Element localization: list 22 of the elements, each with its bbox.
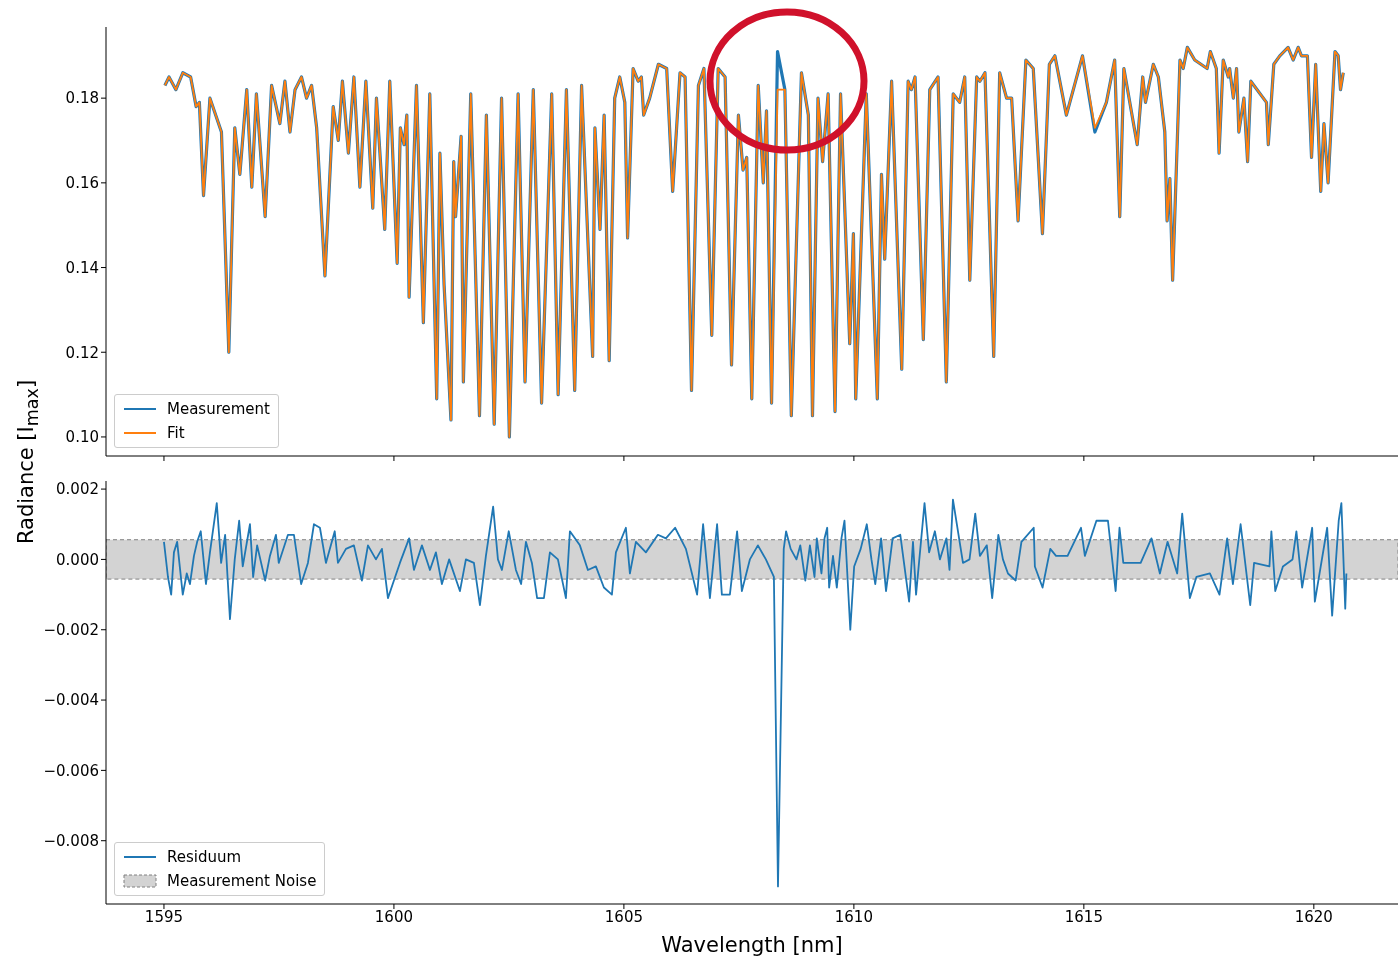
y-tick-label: 0.14 <box>65 258 99 277</box>
y-tick-label: 0.16 <box>65 174 99 193</box>
x-tick-label: 1615 <box>1064 907 1103 926</box>
y-tick-label: −0.004 <box>43 691 99 710</box>
y-tick-label: 0.18 <box>65 89 99 108</box>
x-tick-label: 1610 <box>834 907 873 926</box>
legend-label: Measurement Noise <box>167 872 317 890</box>
x-tick-label: 1605 <box>604 907 643 926</box>
x-tick-label: 1595 <box>144 907 184 926</box>
x-tick-label: 1620 <box>1294 907 1333 926</box>
y-tick-label: 0.10 <box>65 428 99 447</box>
x-axis-title: Wavelength [nm] <box>661 933 843 957</box>
y-tick-label: −0.008 <box>43 832 99 851</box>
y-tick-label: −0.002 <box>43 621 99 640</box>
x-tick-label: 1600 <box>374 907 414 926</box>
legend-label: Residuum <box>167 848 242 866</box>
y-tick-label: 0.000 <box>56 550 99 569</box>
legend-label: Fit <box>167 424 185 442</box>
legend-label: Measurement <box>167 400 270 418</box>
y-tick-label: 0.12 <box>65 343 99 362</box>
y-tick-label: −0.006 <box>43 761 99 780</box>
y-tick-label: 0.002 <box>56 480 99 499</box>
